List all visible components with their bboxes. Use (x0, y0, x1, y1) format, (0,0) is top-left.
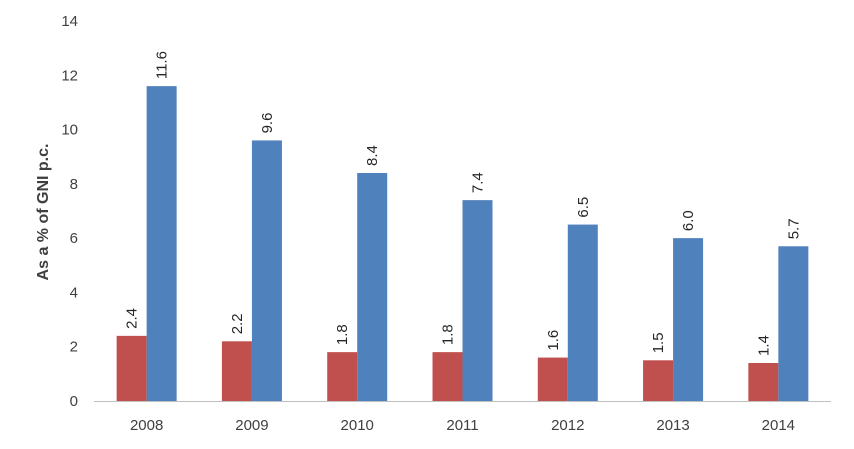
y-tick-label: 10 (61, 122, 78, 139)
bar-series-1 (643, 360, 674, 401)
data-label: 1.4 (755, 335, 772, 356)
data-label: 1.8 (334, 324, 351, 345)
bar-series-2 (357, 173, 388, 401)
data-label: 2.2 (229, 313, 246, 334)
bar-series-1 (748, 363, 779, 401)
data-label: 5.7 (785, 218, 802, 239)
data-label: 6.5 (575, 197, 592, 218)
y-tick-label: 14 (61, 13, 78, 30)
data-label: 2.4 (124, 308, 141, 329)
y-tick-label: 12 (61, 67, 78, 84)
y-tick-label: 0 (70, 393, 78, 410)
y-tick-label: 4 (70, 284, 78, 301)
x-tick-label: 2014 (762, 417, 795, 434)
bar-series-2 (778, 246, 809, 401)
data-label: 1.8 (440, 324, 457, 345)
bar-series-2 (673, 238, 704, 401)
y-tick-label: 6 (70, 230, 78, 247)
data-label: 9.6 (259, 113, 276, 134)
x-tick-label: 2013 (656, 417, 689, 434)
x-tick-label: 2008 (130, 417, 163, 434)
data-label: 6.0 (680, 210, 697, 231)
bar-series-2 (567, 224, 598, 401)
bar-series-2 (462, 200, 493, 401)
bar-series-1 (116, 335, 147, 401)
y-tick-label: 2 (70, 339, 78, 356)
x-tick-label: 2010 (341, 417, 374, 434)
x-tick-label: 2011 (446, 417, 478, 434)
x-tick-label: 2012 (551, 417, 584, 434)
data-label: 1.5 (650, 332, 667, 353)
y-axis-label: As a % of GNI p.c. (35, 144, 52, 281)
bar-series-2 (251, 140, 282, 401)
data-label: 8.4 (364, 145, 381, 166)
x-tick-label: 2009 (235, 417, 268, 434)
data-label: 11.6 (154, 51, 171, 79)
bar-series-1 (221, 341, 252, 401)
bar-series-2 (146, 86, 177, 402)
plot-area: 0 2 4 6 8 10 12 14 2.4 11.6 2008 2.2 9.6 2009 1.8 8.4 20… (61, 13, 831, 434)
bar-series-1 (432, 352, 463, 401)
bar-series-1 (537, 357, 568, 401)
y-tick-label: 8 (70, 176, 78, 193)
data-label: 7.4 (470, 172, 487, 193)
data-label: 1.6 (545, 330, 562, 351)
bar-series-1 (327, 352, 358, 401)
